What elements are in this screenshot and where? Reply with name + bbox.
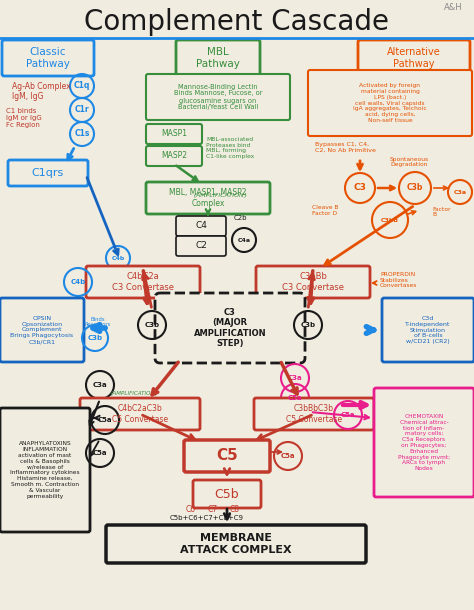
Text: {AMPLIFICATION}: {AMPLIFICATION} bbox=[192, 193, 248, 198]
Text: C3b: C3b bbox=[145, 322, 160, 328]
Text: C3bBbC3b
C5 Convertase: C3bBbC3b C5 Convertase bbox=[286, 404, 342, 424]
Text: MASP1: MASP1 bbox=[161, 129, 187, 138]
Text: C3b: C3b bbox=[87, 335, 102, 341]
Text: C3b: C3b bbox=[407, 184, 423, 193]
Text: C3a: C3a bbox=[288, 375, 302, 381]
Text: C3d
T-independent
Stimulation
of B-cells
w/CD21 (CR2): C3d T-independent Stimulation of B-cells… bbox=[405, 316, 451, 344]
FancyBboxPatch shape bbox=[374, 388, 474, 497]
Text: Complement Cascade: Complement Cascade bbox=[84, 8, 390, 36]
FancyBboxPatch shape bbox=[86, 266, 200, 298]
Text: C3b: C3b bbox=[301, 322, 316, 328]
FancyBboxPatch shape bbox=[308, 70, 472, 136]
Text: C4: C4 bbox=[195, 221, 207, 231]
Text: C1qrs: C1qrs bbox=[32, 168, 64, 178]
Text: C5: C5 bbox=[216, 448, 238, 464]
Text: C4bC2a
C3 Convertase: C4bC2a C3 Convertase bbox=[112, 272, 174, 292]
Text: Cleave B
Factor D: Cleave B Factor D bbox=[312, 205, 338, 216]
FancyBboxPatch shape bbox=[155, 293, 305, 363]
Text: C1r: C1r bbox=[75, 106, 89, 115]
Text: C5a: C5a bbox=[281, 453, 295, 459]
FancyBboxPatch shape bbox=[0, 408, 90, 532]
Text: C3bBb
C3 Convertase: C3bBb C3 Convertase bbox=[282, 272, 344, 292]
Text: C1q: C1q bbox=[74, 82, 90, 90]
Text: C3a: C3a bbox=[93, 382, 107, 388]
Text: C3bB: C3bB bbox=[381, 218, 399, 223]
Text: C1 binds
IgM or IgG
Fc Region: C1 binds IgM or IgG Fc Region bbox=[6, 108, 42, 128]
Text: C7: C7 bbox=[208, 506, 218, 514]
Text: MBL
Pathway: MBL Pathway bbox=[196, 47, 240, 69]
Text: MEMBRANE
ATTACK COMPLEX: MEMBRANE ATTACK COMPLEX bbox=[180, 533, 292, 555]
Text: C5a: C5a bbox=[93, 450, 107, 456]
Text: PROPERDIN
Stabilizes
Convertases: PROPERDIN Stabilizes Convertases bbox=[380, 271, 418, 289]
Text: C5b+C6+C7+C8+C9: C5b+C6+C7+C8+C9 bbox=[170, 515, 244, 521]
FancyBboxPatch shape bbox=[176, 216, 226, 236]
Text: C1s: C1s bbox=[74, 129, 90, 138]
Text: Mannose-Binding Lectin
Binds Mannose, Fucose, or
glucosamine sugars on
Bacterial: Mannose-Binding Lectin Binds Mannose, Fu… bbox=[174, 84, 262, 110]
Text: C5a: C5a bbox=[288, 395, 302, 401]
FancyBboxPatch shape bbox=[184, 440, 270, 472]
Text: Spontaneous
Degradation: Spontaneous Degradation bbox=[390, 157, 429, 167]
Text: Alternative
Pathway: Alternative Pathway bbox=[387, 47, 441, 69]
Text: {AMPLIFICATION}: {AMPLIFICATION} bbox=[109, 390, 159, 395]
Text: Activated by foreign
material containing
LPS (bact.)
cell walls, Viral capsids
I: Activated by foreign material containing… bbox=[353, 83, 427, 123]
Text: C3
(MAJOR
AMPLIFICATION
STEP): C3 (MAJOR AMPLIFICATION STEP) bbox=[194, 308, 266, 348]
Text: C8: C8 bbox=[230, 506, 240, 514]
Text: C4b: C4b bbox=[111, 256, 125, 260]
Text: C5a: C5a bbox=[341, 412, 355, 418]
Text: MBL, MASP1, MASP2
Complex: MBL, MASP1, MASP2 Complex bbox=[169, 188, 247, 207]
FancyBboxPatch shape bbox=[146, 124, 202, 144]
Text: MBL-associated
Proteases bind
MBL, forming
C1-like complex: MBL-associated Proteases bind MBL, formi… bbox=[206, 137, 254, 159]
Text: C2: C2 bbox=[195, 242, 207, 251]
Text: OPSIN
Opsonization
Complement
Brings Phagocytosis
C3b/CR1: OPSIN Opsonization Complement Brings Pha… bbox=[10, 316, 73, 344]
Text: ANAPHYLATOXINS
INFLAMMATION
activation of mast
cells & Basophils
w/release of
In: ANAPHYLATOXINS INFLAMMATION activation o… bbox=[10, 442, 80, 498]
FancyBboxPatch shape bbox=[176, 40, 260, 76]
Text: C4bC2aC3b
C5 Convertase: C4bC2aC3b C5 Convertase bbox=[112, 404, 168, 424]
FancyBboxPatch shape bbox=[106, 525, 366, 563]
FancyBboxPatch shape bbox=[382, 298, 474, 362]
FancyBboxPatch shape bbox=[2, 40, 94, 76]
Text: Bypasses C1, C4,
C2, No Ab Primitive: Bypasses C1, C4, C2, No Ab Primitive bbox=[315, 142, 376, 152]
Text: Classic
Pathway: Classic Pathway bbox=[26, 47, 70, 69]
FancyBboxPatch shape bbox=[8, 160, 88, 186]
Text: C3: C3 bbox=[354, 184, 366, 193]
FancyBboxPatch shape bbox=[176, 236, 226, 256]
FancyBboxPatch shape bbox=[80, 398, 200, 430]
Text: C5a: C5a bbox=[98, 417, 112, 423]
Text: C6: C6 bbox=[186, 506, 196, 514]
FancyBboxPatch shape bbox=[0, 298, 84, 362]
FancyBboxPatch shape bbox=[146, 146, 202, 166]
Text: Binds
Receptors: Binds Receptors bbox=[85, 317, 111, 328]
FancyBboxPatch shape bbox=[146, 74, 290, 120]
Text: CHEMOTAXIN
Chemical attrac-
tion of Inflam-
matory cells;
C5a Receptors
on Phago: CHEMOTAXIN Chemical attrac- tion of Infl… bbox=[398, 414, 450, 471]
Text: C4b: C4b bbox=[70, 279, 86, 285]
Text: C4a: C4a bbox=[237, 237, 250, 243]
Text: C3a: C3a bbox=[454, 190, 466, 195]
FancyBboxPatch shape bbox=[358, 40, 470, 76]
FancyBboxPatch shape bbox=[146, 182, 270, 214]
FancyBboxPatch shape bbox=[193, 480, 261, 508]
Text: A&H: A&H bbox=[444, 4, 462, 12]
FancyBboxPatch shape bbox=[254, 398, 374, 430]
Text: Ag-Ab Complex
IgM, IgG: Ag-Ab Complex IgM, IgG bbox=[12, 82, 71, 101]
Text: MASP2: MASP2 bbox=[161, 151, 187, 160]
Text: C5b: C5b bbox=[215, 487, 239, 500]
Text: C2b: C2b bbox=[234, 215, 247, 221]
Text: Factor
B: Factor B bbox=[432, 207, 451, 217]
FancyBboxPatch shape bbox=[256, 266, 370, 298]
